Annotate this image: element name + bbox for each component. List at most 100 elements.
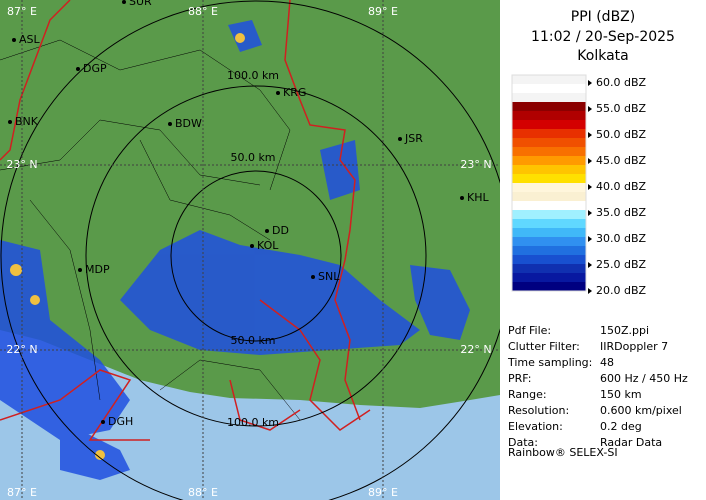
legend-swatch xyxy=(512,84,586,94)
legend-swatch xyxy=(512,93,586,103)
grid-label: 23° N xyxy=(460,158,491,171)
place-marker xyxy=(8,120,12,124)
legend-swatch xyxy=(512,219,586,229)
legend-arrow xyxy=(588,236,592,242)
info-label: Clutter Filter: xyxy=(508,340,580,353)
district-boundaries xyxy=(0,39,301,421)
legend-arrow xyxy=(588,132,592,138)
info-value: 150Z.ppi xyxy=(600,324,649,337)
legend-swatch xyxy=(512,111,586,121)
legend-swatch xyxy=(512,246,586,256)
legend-arrow xyxy=(588,106,592,112)
graticule xyxy=(0,0,500,500)
place-label: DGH xyxy=(108,415,133,428)
legend-label: 45.0 dBZ xyxy=(596,154,647,167)
legend-swatch xyxy=(512,120,586,130)
grid-label: 89° E xyxy=(368,5,398,18)
grid-label: 22° N xyxy=(460,343,491,356)
place-label: DD xyxy=(272,224,289,237)
place-marker xyxy=(76,67,80,71)
place-marker xyxy=(398,137,402,141)
info-label: Pdf File: xyxy=(508,324,551,337)
info-value: 48 xyxy=(600,356,614,369)
place-label: BNK xyxy=(15,115,39,128)
info-label: Range: xyxy=(508,388,547,401)
legend-label: 35.0 dBZ xyxy=(596,206,647,219)
legend-swatch xyxy=(512,156,586,166)
legend-swatch xyxy=(512,201,586,211)
rain-echoes xyxy=(0,20,470,480)
range-rings xyxy=(0,0,500,500)
place-label: KHL xyxy=(467,191,489,204)
info-label: Elevation: xyxy=(508,420,563,433)
place-label: SNL xyxy=(318,270,340,283)
legend-arrow xyxy=(588,184,592,190)
legend-swatch xyxy=(512,192,586,202)
legend-frame xyxy=(511,74,587,292)
place-marker xyxy=(12,38,16,42)
legend-arrow xyxy=(588,158,592,164)
map: 87° E 88° E 89° E 87° E 88° E 89° E 23° N 22° N… xyxy=(0,0,500,500)
legend-swatch xyxy=(512,210,586,220)
place-marker xyxy=(311,275,315,279)
info-label: Data: xyxy=(508,436,538,449)
legend-label: 40.0 dBZ xyxy=(596,180,647,193)
ring-label: 100.0 km xyxy=(227,416,279,429)
legend-label: 25.0 dBZ xyxy=(596,258,647,271)
legend-swatch xyxy=(512,255,586,265)
legend-swatch xyxy=(512,75,586,85)
footer: Rainbow® SELEX-SI xyxy=(508,446,618,459)
place-label: ASL xyxy=(19,33,41,46)
place-marker xyxy=(122,0,126,4)
legend-label: 50.0 dBZ xyxy=(596,128,647,141)
legend-swatch xyxy=(512,129,586,139)
place-marker xyxy=(101,420,105,424)
state-borders xyxy=(0,0,371,441)
info-label: Time sampling: xyxy=(507,356,592,369)
station: Kolkata xyxy=(577,48,628,64)
legend-swatch xyxy=(512,174,586,184)
legend-arrow xyxy=(588,80,592,86)
place-label: KRG xyxy=(283,86,306,99)
legend-arrow xyxy=(588,210,592,216)
legend-label: 20.0 dBZ xyxy=(596,284,647,297)
grid-label: 89° E xyxy=(368,486,398,499)
legend-swatch xyxy=(512,228,586,238)
legend-swatch xyxy=(512,237,586,247)
legend-label: 30.0 dBZ xyxy=(596,232,647,245)
info-value: 0.600 km/pixel xyxy=(600,404,682,417)
place-label: JSR xyxy=(404,132,423,145)
info-label: Resolution: xyxy=(508,404,569,417)
info-label: PRF: xyxy=(508,372,531,385)
place-label: DGP xyxy=(83,62,107,75)
grid-label: 87° E xyxy=(7,486,37,499)
place-marker xyxy=(276,91,280,95)
grid-label: 88° E xyxy=(188,5,218,18)
legend-swatch xyxy=(512,282,586,292)
info-value: 0.2 deg xyxy=(600,420,642,433)
ring-label: 50.0 km xyxy=(230,334,275,347)
legend-swatch xyxy=(512,273,586,283)
info-value: Radar Data xyxy=(600,436,662,449)
grid-label: 87° E xyxy=(7,5,37,18)
place-marker xyxy=(168,122,172,126)
place-marker xyxy=(78,268,82,272)
place-marker xyxy=(250,244,254,248)
grid-label: 22° N xyxy=(6,343,37,356)
sea xyxy=(0,330,500,500)
legend-swatch xyxy=(512,183,586,193)
legend-arrow xyxy=(588,262,592,268)
place-label: BDW xyxy=(175,117,202,130)
timestamp: 11:02 / 20-Sep-2025 xyxy=(531,29,675,45)
title: PPI (dBZ) xyxy=(571,9,635,25)
grid-label: 23° N xyxy=(6,158,37,171)
legend-swatch xyxy=(512,138,586,148)
legend-arrow xyxy=(588,288,592,294)
legend-swatch xyxy=(512,264,586,274)
legend-label: 60.0 dBZ xyxy=(596,76,647,89)
legend-swatch xyxy=(512,102,586,112)
legend-swatch xyxy=(512,165,586,175)
strong-echoes xyxy=(10,33,245,460)
info-value: 150 km xyxy=(600,388,642,401)
